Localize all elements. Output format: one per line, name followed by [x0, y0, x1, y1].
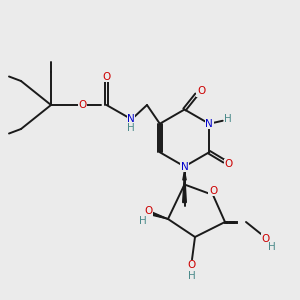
Polygon shape [149, 212, 168, 219]
Text: N: N [181, 161, 188, 172]
Text: H: H [224, 114, 232, 124]
Text: O: O [144, 206, 153, 217]
Text: O: O [225, 159, 233, 169]
Text: O: O [102, 71, 111, 82]
Text: O: O [209, 185, 217, 196]
Text: H: H [139, 215, 146, 226]
Text: N: N [205, 119, 213, 129]
Text: O: O [78, 100, 87, 110]
Text: H: H [188, 271, 195, 281]
Text: H: H [127, 123, 135, 134]
Text: H: H [268, 242, 275, 253]
Text: O: O [187, 260, 196, 271]
Text: N: N [127, 113, 135, 124]
Text: O: O [197, 86, 205, 97]
Text: O: O [261, 233, 270, 244]
Polygon shape [183, 171, 186, 202]
Polygon shape [183, 171, 186, 180]
